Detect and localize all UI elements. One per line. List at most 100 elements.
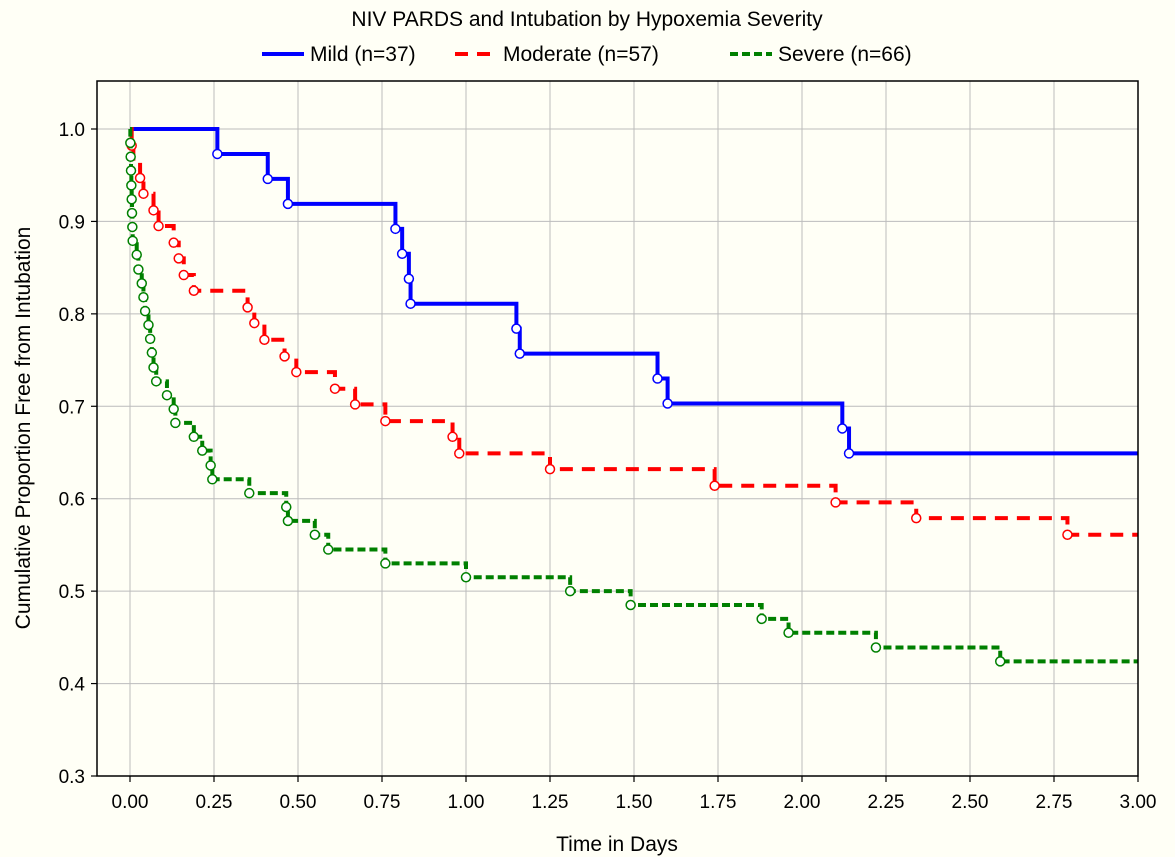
censor-marker <box>143 319 154 331</box>
x-tick-label: 2.00 <box>784 792 821 813</box>
censor-marker <box>126 180 137 191</box>
censor-marker <box>843 448 855 459</box>
censor-marker <box>447 431 458 443</box>
censor-marker <box>144 333 156 345</box>
censor-marker <box>625 599 636 611</box>
x-axis-label: Time in Days <box>556 833 678 856</box>
x-tick-label: 3.00 <box>1120 792 1157 813</box>
censor-marker <box>396 248 408 260</box>
y-tick-label: 0.3 <box>59 767 85 788</box>
censor-marker <box>136 278 148 289</box>
y-tick-label: 0.4 <box>59 675 86 696</box>
censor-marker <box>262 173 274 185</box>
censor-marker <box>161 389 173 401</box>
censor-marker <box>168 403 179 415</box>
censor-marker <box>207 474 218 485</box>
axis-ticks: 0.00 0.25 0.50 0.75 1.00 1.25 1.50 1.75 2.00 2.25… <box>59 120 1157 813</box>
x-tick-label: 1.75 <box>700 792 737 813</box>
censor-marker <box>146 347 158 358</box>
censor-marker <box>148 362 159 373</box>
censor-marker <box>138 291 149 303</box>
legend-label: Severe (n=66) <box>778 43 912 66</box>
censor-marker <box>188 431 200 443</box>
censor-marker <box>830 497 841 508</box>
censor-marker <box>544 463 556 475</box>
series-line <box>130 127 1138 456</box>
censor-marker <box>564 585 576 597</box>
censor-marker <box>139 305 151 317</box>
y-tick-label: 0.7 <box>59 397 85 418</box>
chart-title: NIV PARDS and Intubation by Hypoxemia Se… <box>351 8 823 31</box>
censor-marker <box>329 383 341 394</box>
plot-frame <box>96 80 1139 777</box>
censor-marker <box>652 373 663 384</box>
censor-marker <box>756 613 767 625</box>
censor-marker <box>279 351 290 362</box>
censor-marker <box>783 627 794 638</box>
censor-marker <box>150 376 162 387</box>
x-tick-label: 2.25 <box>868 792 905 813</box>
x-tick-label: 0.00 <box>112 792 149 813</box>
censor-marker <box>380 415 391 427</box>
censor-marker <box>134 172 146 184</box>
censor-marker <box>403 273 415 284</box>
censor-marker <box>138 188 149 199</box>
x-tick-label: 2.50 <box>952 792 989 813</box>
censor-marker <box>511 323 522 334</box>
censor-marker <box>249 317 260 329</box>
censor-marker <box>168 237 179 248</box>
censor-marker <box>196 445 208 456</box>
series-layer <box>125 127 1138 667</box>
y-tick-label: 0.9 <box>59 212 85 233</box>
series-line <box>129 127 1138 537</box>
series-0 <box>130 127 1138 459</box>
y-tick-label: 0.5 <box>59 582 85 603</box>
censor-marker <box>259 334 270 345</box>
censor-marker <box>837 423 848 434</box>
series-2 <box>125 127 1138 667</box>
y-axis-label: Cumulative Proportion Free from Intubati… <box>12 227 35 630</box>
censor-marker <box>460 572 472 583</box>
censor-marker <box>405 298 416 309</box>
censor-marker <box>322 544 334 555</box>
censor-marker <box>125 137 136 149</box>
y-tick-label: 1.0 <box>59 120 85 141</box>
x-tick-label: 0.50 <box>280 792 317 813</box>
censor-marker <box>148 205 159 216</box>
censor-marker <box>188 285 200 296</box>
censor-marker <box>291 366 302 378</box>
legend-label: Mild (n=37) <box>310 43 416 66</box>
legend-label: Moderate (n=57) <box>503 43 659 66</box>
censor-marker <box>242 302 253 313</box>
censor-marker <box>127 235 138 247</box>
x-tick-label: 2.75 <box>1036 792 1073 813</box>
censor-marker <box>205 460 216 471</box>
censor-marker <box>282 515 294 527</box>
censor-marker <box>173 253 184 264</box>
x-tick-label: 1.50 <box>616 792 653 813</box>
censor-marker <box>126 193 137 205</box>
censor-marker <box>170 417 181 429</box>
censor-marker <box>125 165 137 176</box>
censor-marker <box>244 487 255 499</box>
censor-marker <box>709 480 720 492</box>
censor-marker <box>390 223 401 235</box>
censor-marker <box>994 656 1006 667</box>
y-tick-label: 0.8 <box>59 305 85 326</box>
censor-marker <box>131 249 142 260</box>
x-tick-label: 1.00 <box>448 792 485 813</box>
censor-marker <box>1062 529 1073 541</box>
censor-marker <box>309 529 321 541</box>
series-1 <box>126 127 1138 541</box>
x-tick-label: 1.25 <box>532 792 569 813</box>
censor-marker <box>212 148 223 160</box>
censor-marker <box>870 642 882 653</box>
x-tick-label: 0.25 <box>196 792 233 813</box>
y-tick-label: 0.6 <box>59 490 85 511</box>
censor-marker <box>280 501 292 513</box>
censor-marker <box>126 207 138 219</box>
censor-marker <box>514 348 526 359</box>
censor-marker <box>125 151 136 162</box>
